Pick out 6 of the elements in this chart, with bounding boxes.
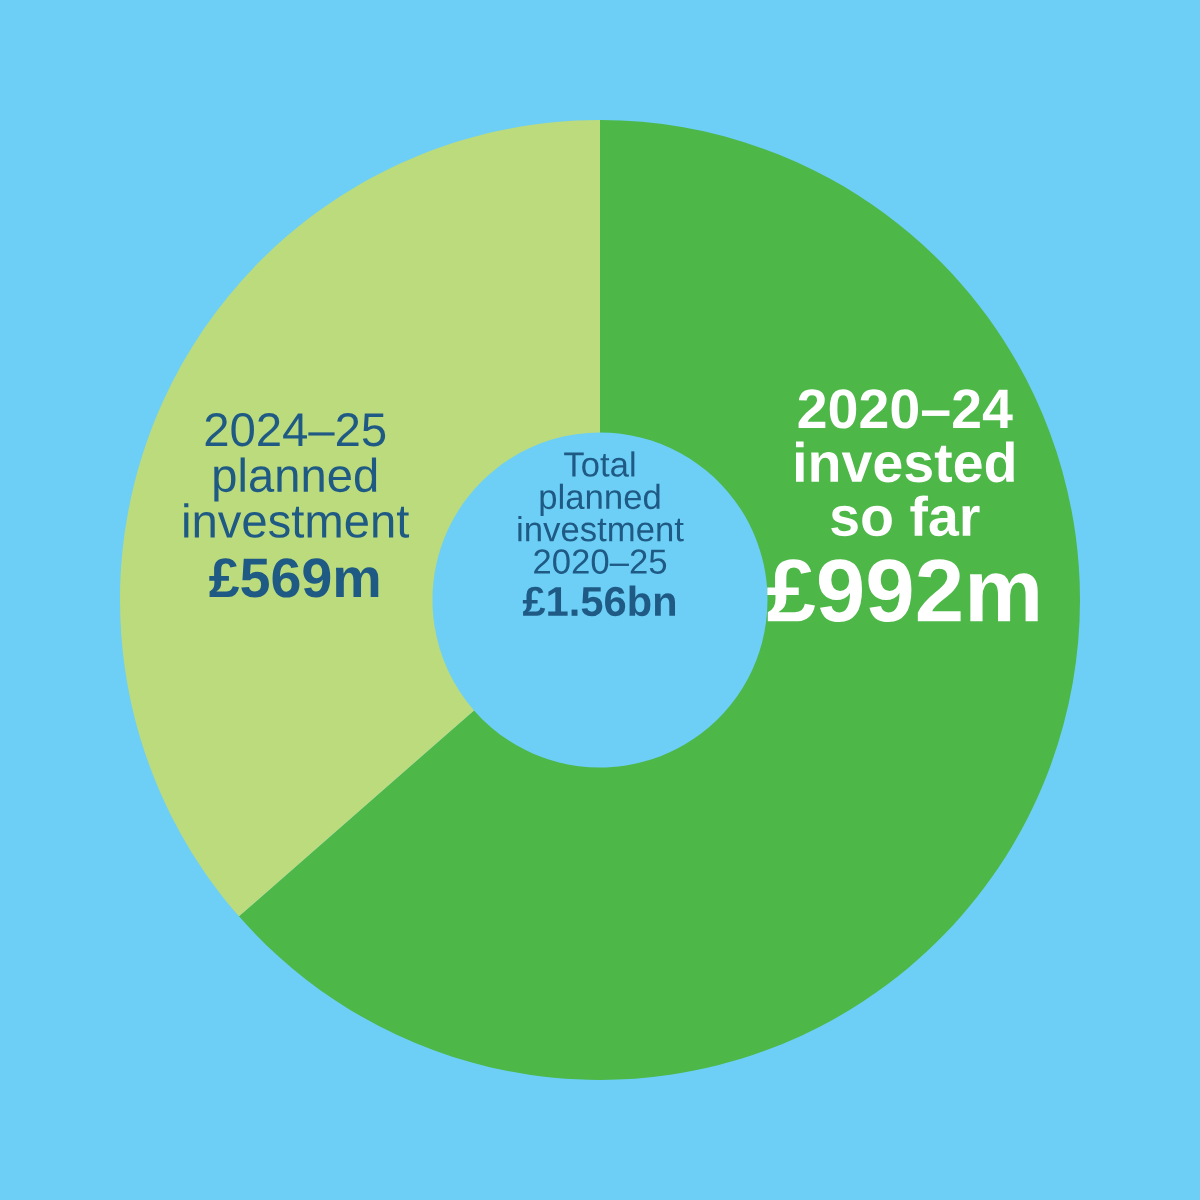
slice-label: 2020–24 invested so far	[795, 389, 1014, 537]
data-label: £569m	[209, 558, 379, 598]
slice-label: 2024–25 planned investment	[184, 412, 410, 538]
text: Total planned investment 2020–25	[518, 451, 684, 574]
data-label: £992m	[767, 559, 1038, 623]
text: £1.56bn	[522, 585, 676, 617]
